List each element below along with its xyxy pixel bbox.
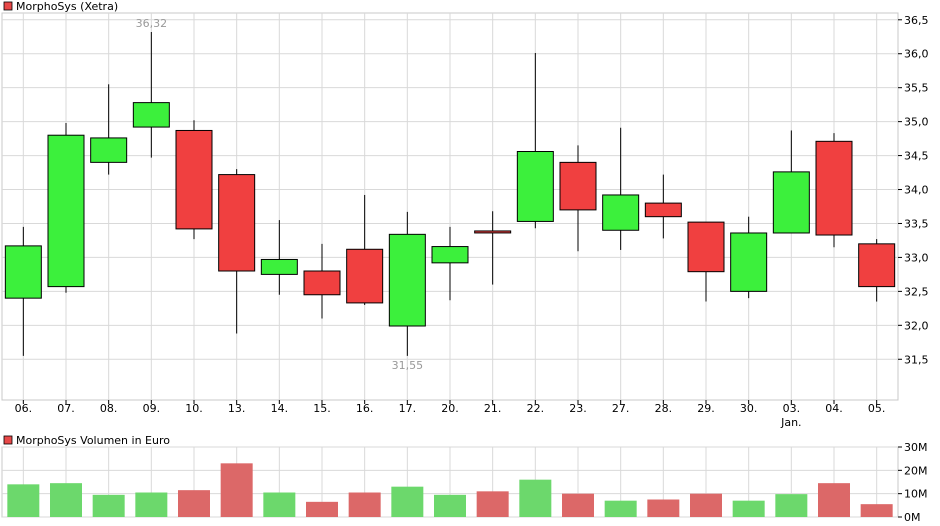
price-xtick-label: 05. — [868, 402, 886, 415]
price-xtick-label: 28. — [655, 402, 673, 415]
candle-body — [730, 232, 768, 292]
price-xtick-label: 13. — [228, 402, 246, 415]
volume-ytick-label: 10M — [904, 488, 928, 501]
volume-bar — [50, 483, 82, 517]
volume-ytick-label: 0M — [904, 511, 921, 524]
volume-bar — [732, 500, 765, 517]
candle-body — [815, 140, 853, 236]
candle-body — [132, 102, 170, 128]
candle-body — [431, 246, 469, 264]
volume-bar — [220, 463, 253, 517]
volume-bar — [434, 494, 466, 517]
volume-ytick-label: 30M — [904, 441, 928, 454]
candle-body — [346, 248, 384, 304]
price-ytick-label: 31,5 — [904, 353, 929, 366]
volume-bar — [7, 484, 40, 517]
volume-bar — [775, 494, 808, 517]
candle-body — [687, 221, 725, 273]
candle-body — [260, 258, 298, 275]
price-xtick-label: 09. — [143, 402, 161, 415]
price-xtick-label: 20. — [441, 402, 459, 415]
price-xtick-label: 29. — [697, 402, 715, 415]
candle-body — [4, 245, 42, 299]
price-ytick-label: 33,0 — [904, 251, 929, 264]
candle-body — [858, 243, 896, 288]
volume-bar — [519, 479, 552, 517]
volume-bar — [818, 483, 850, 517]
candle-body — [644, 202, 682, 218]
price-grid — [1, 12, 899, 401]
volume-bar — [348, 492, 381, 517]
price-legend-label: MorphoSys (Xetra) — [16, 0, 118, 13]
volume-bar — [604, 500, 637, 517]
price-xtick-label: 15. — [313, 402, 331, 415]
price-xtick-label: 22. — [527, 402, 545, 415]
volume-ytick-label: 20M — [904, 464, 928, 477]
volume-bar — [860, 504, 893, 517]
price-xtick-label: 21. — [484, 402, 502, 415]
price-ytick-label: 34,5 — [904, 150, 929, 163]
price-ytick-label: 32,0 — [904, 319, 929, 332]
candle-body — [47, 134, 85, 288]
price-xtick-label: 17. — [399, 402, 417, 415]
price-xtick-label: 06. — [15, 402, 33, 415]
price-ytick-label: 33,5 — [904, 217, 929, 230]
price-xtick-label: 27. — [612, 402, 630, 415]
price-xtick-label: 03. — [783, 402, 801, 415]
price-ytick-label: 36,0 — [904, 48, 929, 61]
candle-body — [602, 194, 640, 231]
volume-axis-labels: 0M 10M 20M 30M — [898, 441, 928, 524]
volume-bar — [263, 492, 296, 517]
price-xtick-label: 04. — [825, 402, 843, 415]
candle-body — [175, 129, 213, 230]
price-xtick-label: 30. — [740, 402, 758, 415]
price-xtick-label: 08. — [100, 402, 118, 415]
volume-bar — [690, 493, 722, 517]
candle-body — [474, 230, 512, 234]
price-xtick-label: 07. — [57, 402, 75, 415]
volume-bars — [7, 463, 893, 517]
candle-body — [516, 151, 554, 222]
volume-bar — [135, 492, 168, 517]
volume-bar — [306, 501, 338, 517]
volume-bar — [92, 494, 125, 517]
volume-bar — [178, 490, 210, 517]
price-xtick-label: 10. — [185, 402, 203, 415]
price-ytick-label: 35,5 — [904, 82, 929, 95]
price-xtick-sublabel: Jan. — [780, 416, 801, 429]
candle-body — [772, 171, 810, 234]
volume-legend-label: MorphoSys Volumen in Euro — [16, 434, 170, 447]
price-xtick-label: 23. — [569, 402, 587, 415]
price-axis-labels: 31,5 32,0 32,5 33,0 33,5 34,0 34,5 35,0 35,5 36,0… — [15, 14, 929, 429]
volume-bar — [647, 499, 680, 517]
price-extreme-annotation: 36,32 — [136, 17, 168, 30]
volume-legend-swatch — [3, 435, 13, 445]
price-ytick-label: 34,0 — [904, 184, 929, 197]
candle-body — [388, 233, 426, 327]
candle-body — [559, 161, 597, 211]
candle-body — [303, 270, 341, 296]
price-legend-swatch — [3, 1, 13, 11]
price-xtick-label: 14. — [271, 402, 289, 415]
candle-body — [218, 174, 256, 272]
price-ytick-label: 35,0 — [904, 116, 929, 129]
price-candles: 36,32 31,55 — [4, 17, 896, 372]
volume-bar — [562, 493, 594, 517]
candle-body — [90, 137, 128, 163]
price-extreme-annotation: 31,55 — [392, 359, 424, 372]
price-ytick-label: 36,5 — [904, 14, 929, 27]
price-xtick-label: 16. — [356, 402, 374, 415]
volume-bar — [391, 486, 424, 517]
volume-bar — [476, 491, 509, 517]
price-ytick-label: 32,5 — [904, 285, 929, 298]
